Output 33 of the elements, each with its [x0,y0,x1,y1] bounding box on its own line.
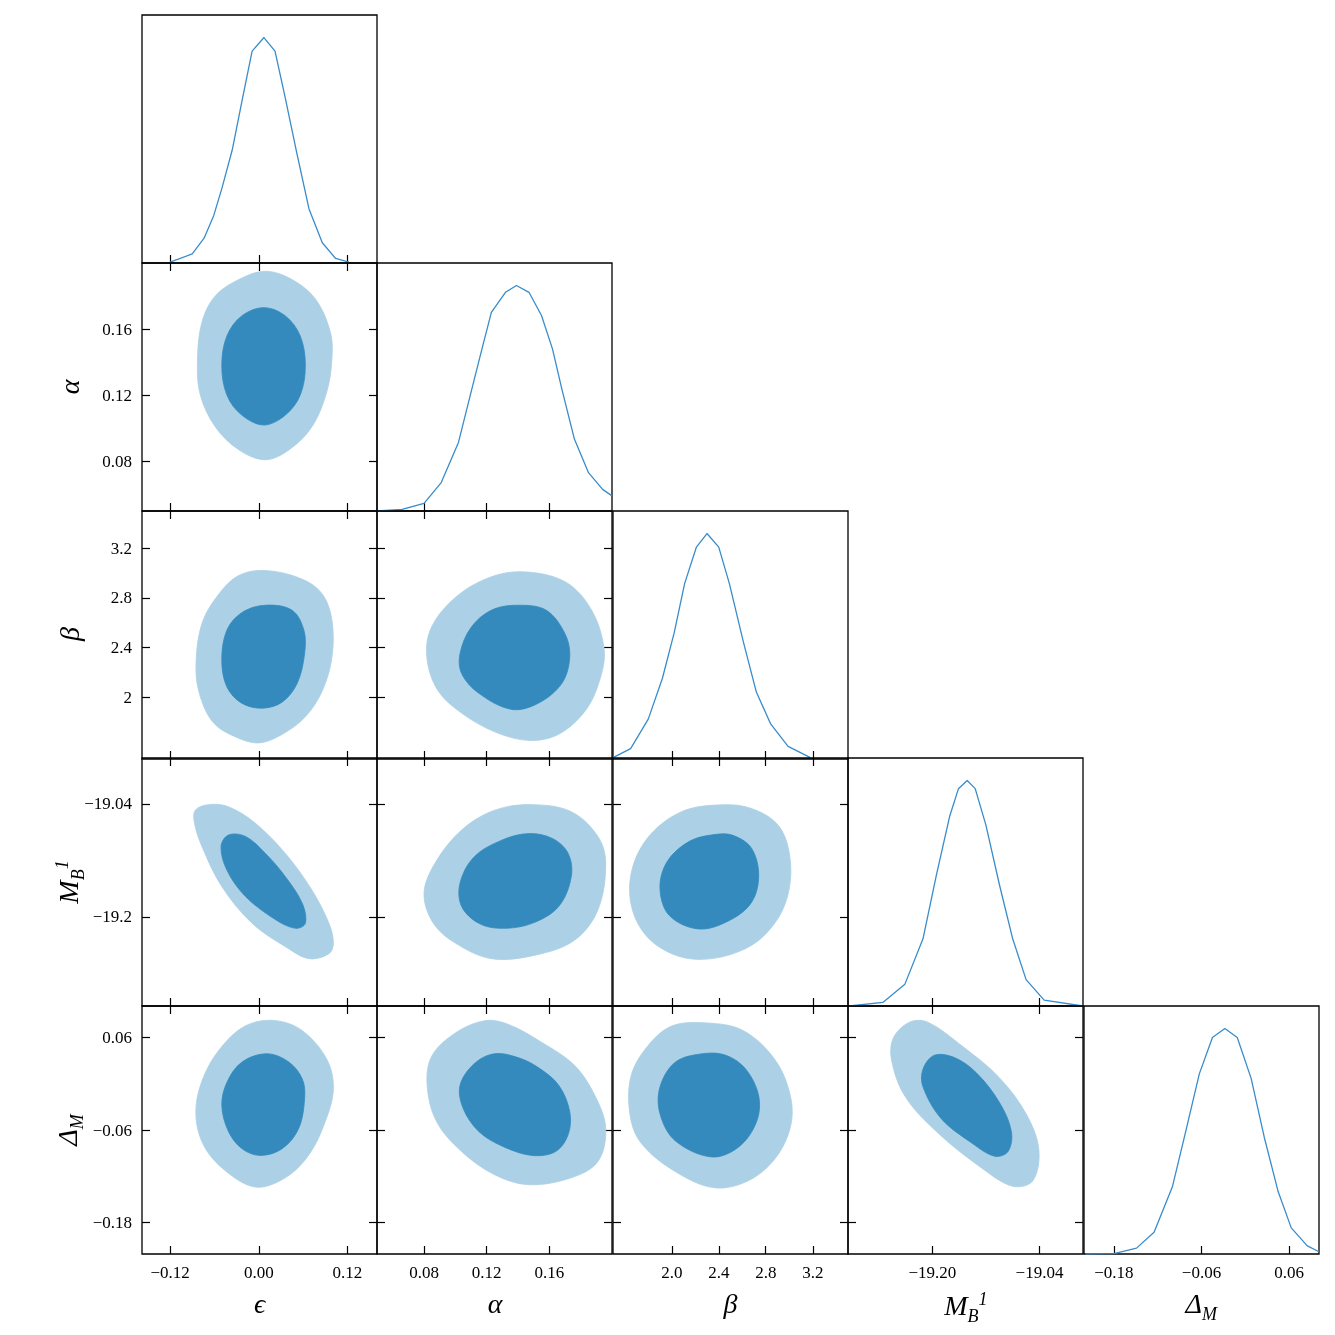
x-tick-label: 0.06 [1273,1263,1304,1283]
y-tick-label: 0.06 [102,1028,132,1048]
y-tick-label: 2 [123,687,132,707]
y-tick-label: 3.2 [110,538,132,558]
y-axis-title: α [54,379,85,395]
y-tick-label: 2.8 [110,587,132,607]
x-axis-title: ϵ [254,1287,266,1319]
x-tick-label: −19.04 [1015,1263,1065,1283]
x-axis-title: β [723,1287,738,1319]
y-tick-label: 2.4 [110,637,133,657]
y-tick-label: −0.18 [92,1213,132,1233]
x-tick-label: 0.00 [243,1263,274,1283]
x-axis-title: α [487,1287,503,1319]
x-axis-title: Δ$_{M}$ [1185,1287,1217,1324]
y-tick-label: 0.16 [102,319,132,339]
x-tick-label: 2.8 [754,1263,777,1283]
y-tick-label: −19.2 [92,907,132,927]
y-tick-label: 0.12 [102,385,132,405]
y-tick-label: 0.08 [102,451,132,471]
x-tick-label: −0.18 [1093,1263,1134,1283]
x-tick-label: 0.08 [409,1263,440,1283]
y-tick-label: −19.04 [84,794,133,814]
x-tick-label: −19.20 [908,1263,957,1283]
y-tick-label: −0.06 [92,1120,132,1140]
x-tick-label: 2.4 [707,1263,730,1283]
x-tick-label: 0.16 [534,1263,565,1283]
y-axis-title: β [54,627,85,642]
x-tick-label: 2.0 [660,1263,683,1283]
x-tick-label: −0.12 [150,1263,190,1283]
x-tick-label: −0.06 [1181,1263,1221,1283]
x-tick-label: 0.12 [332,1263,363,1283]
x-tick-label: 0.12 [472,1263,502,1283]
x-tick-label: 3.2 [801,1263,824,1283]
